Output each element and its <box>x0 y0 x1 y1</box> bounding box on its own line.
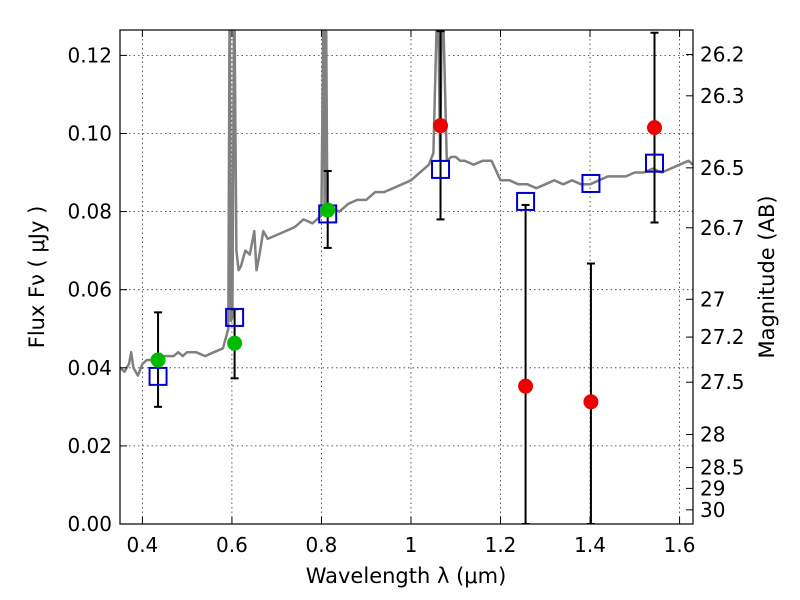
x-axis-title: Wavelength λ (μm) <box>306 564 507 588</box>
model-band-square <box>148 366 168 386</box>
x-tick-label: 1.2 <box>485 533 517 557</box>
x-tick-label: 0.6 <box>216 533 248 557</box>
mag-tick-label: 29 <box>700 476 725 500</box>
detected-point <box>227 335 243 351</box>
model-band-square <box>225 307 245 327</box>
model-band-square <box>645 153 665 173</box>
y-axis-title: Flux Fν ( μJy ) <box>25 206 49 349</box>
x-tick-label: 1.6 <box>664 533 696 557</box>
model-band-square <box>516 191 536 211</box>
mag-tick-label: 30 <box>700 498 725 522</box>
y2-axis-title: Magnitude (AB) <box>755 195 779 358</box>
detected-point <box>150 352 166 368</box>
y-tick-label: 0.12 <box>67 43 112 67</box>
y-tick-label: 0.02 <box>67 434 112 458</box>
model-band-square <box>431 159 451 179</box>
mag-tick-label: 26.3 <box>700 84 745 108</box>
mag-tick-label: 26.2 <box>700 42 745 66</box>
y-tick-label: 0.04 <box>67 356 112 380</box>
nondetected-point <box>647 120 663 136</box>
x-tick-label: 0.4 <box>126 533 158 557</box>
axes: 0.4 0.6 0.8 1 1.2 1.4 1.6 0.00 0.02 0.04 0.06 0.08 0… <box>67 30 745 557</box>
y-tick-label: 0.08 <box>67 200 112 224</box>
x-tick-label: 0.8 <box>306 533 338 557</box>
y-tick-label: 0.00 <box>67 512 112 536</box>
x-tick-label: 1 <box>405 533 418 557</box>
mag-tick-label: 27 <box>700 287 725 311</box>
mag-tick-label: 28.5 <box>700 456 745 480</box>
nondetected-point <box>583 394 599 410</box>
mag-tick-label: 28 <box>700 423 725 447</box>
model-band-square <box>581 173 601 193</box>
y-tick-label: 0.06 <box>67 278 112 302</box>
y-tick-label: 0.10 <box>67 121 112 145</box>
detected-point <box>320 202 336 218</box>
mag-tick-label: 27.2 <box>700 325 745 349</box>
mag-tick-label: 26.7 <box>700 216 745 240</box>
mag-tick-label: 26.5 <box>700 156 745 180</box>
plot-frame <box>119 29 694 525</box>
plot-area <box>120 30 693 524</box>
nondetected-point <box>433 118 449 134</box>
nondetected-point <box>518 378 534 394</box>
mag-tick-label: 27.5 <box>700 370 745 394</box>
x-tick-label: 1.4 <box>574 533 606 557</box>
